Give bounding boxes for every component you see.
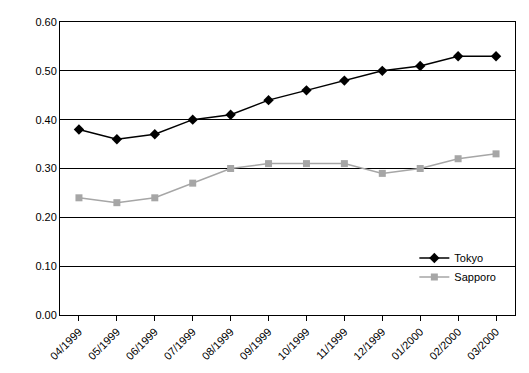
svg-text:0.60: 0.60: [35, 16, 56, 28]
svg-text:01/2000: 01/2000: [389, 326, 426, 363]
svg-text:Tokyo: Tokyo: [454, 252, 483, 264]
svg-text:0.00: 0.00: [35, 309, 56, 321]
svg-text:0.20: 0.20: [35, 211, 56, 223]
svg-text:11/1999: 11/1999: [314, 326, 350, 362]
svg-text:10/1999: 10/1999: [275, 326, 312, 363]
svg-text:0.50: 0.50: [35, 65, 56, 77]
svg-text:Sapporo: Sapporo: [454, 271, 496, 283]
svg-text:0.30: 0.30: [35, 162, 56, 174]
svg-text:12/1999: 12/1999: [351, 326, 388, 363]
svg-text:03/2000: 03/2000: [465, 326, 502, 363]
svg-text:04/1999: 04/1999: [48, 326, 85, 363]
svg-text:0.40: 0.40: [35, 114, 56, 126]
svg-text:05/1999: 05/1999: [86, 326, 123, 363]
svg-text:06/1999: 06/1999: [123, 326, 160, 363]
svg-text:02/2000: 02/2000: [427, 326, 464, 363]
svg-text:09/1999: 09/1999: [237, 326, 274, 363]
svg-text:08/1999: 08/1999: [199, 326, 236, 363]
svg-text:0.10: 0.10: [35, 260, 56, 272]
svg-text:07/1999: 07/1999: [161, 326, 198, 363]
